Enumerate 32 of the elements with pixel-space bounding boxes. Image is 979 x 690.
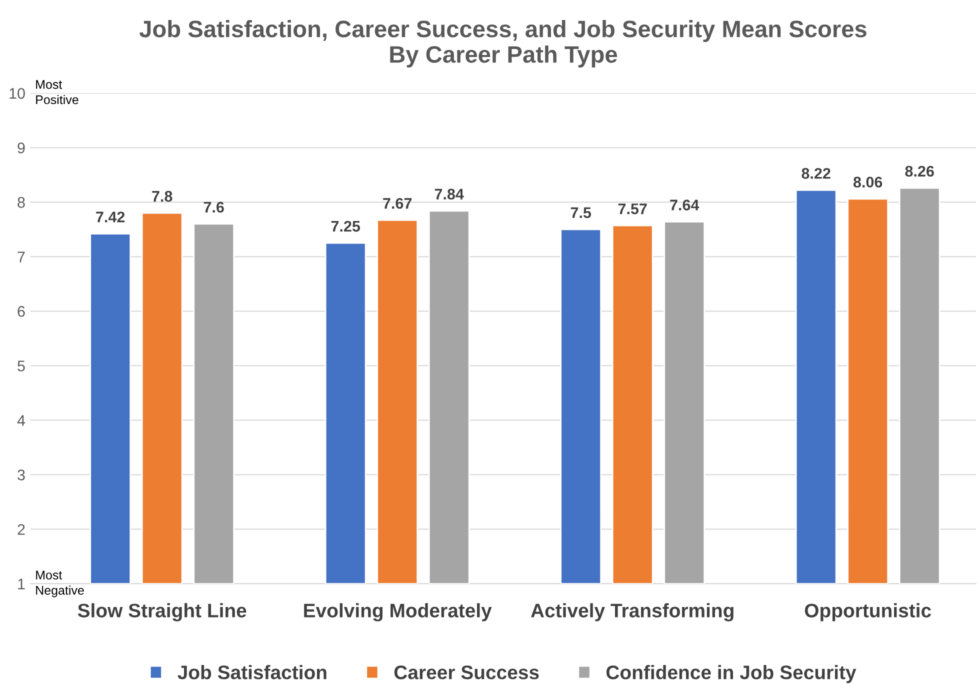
data-label: 7.67 [383,198,412,209]
y-tick-label: 5 [18,360,25,372]
data-label: 7.5 [570,207,592,218]
x-tick-label: Opportunistic [804,603,932,622]
data-label: 7.84 [434,188,464,200]
y-tick-label: 1 [18,578,25,590]
data-label: 7.25 [331,220,360,232]
y-tick-label: 9 [18,142,25,154]
x-tick-label: Actively Transforming [530,603,734,622]
data-label: 7.57 [618,204,647,214]
data-label: 7.42 [96,212,125,222]
data-label: 7.64 [670,200,700,210]
annotation: Most Negative [36,570,84,598]
legend-label: Confidence in Job Security [606,665,856,684]
legend-label: Job Satisfaction [178,665,326,680]
y-tick-label: 7 [18,252,25,262]
data-label: 7.8 [152,190,172,202]
y-tick-label: 8 [18,197,25,208]
y-tick-label: 6 [18,306,25,317]
y-tick-label: 2 [18,524,25,535]
x-tick-label: Evolving Moderately [304,603,492,622]
annotation: Most Positive [36,80,78,104]
y-tick-label: 4 [17,415,26,426]
data-label: 8.26 [905,166,934,177]
data-label: 8.06 [853,176,882,188]
data-label: 8.22 [802,168,830,179]
x-tick-label: Slow Straight Line [78,603,246,622]
y-tick-label: 10 [10,88,25,99]
legend-label: Career Success [394,666,539,680]
data-label: 7.6 [204,202,224,213]
chart-title: Job Satisfaction, Career Success, and Job Security Mean Scores By Career Path Type [139,20,866,68]
y-tick-label: 3 [18,470,25,480]
